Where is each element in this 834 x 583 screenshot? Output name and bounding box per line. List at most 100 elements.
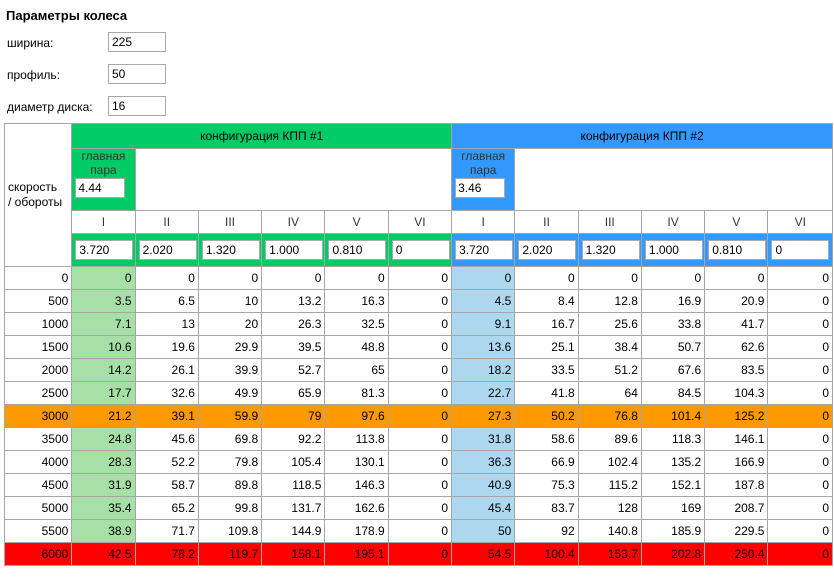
config2-speed-cell: 33.8 [640,312,706,336]
config2-speed-cell: 152.1 [640,473,706,497]
config1-speed-cell: 52.2 [134,450,199,474]
config2-speed-cell: 0 [767,358,833,382]
config1-speed-cell: 0 [387,266,453,290]
config1-speed-cell: 0 [387,404,453,428]
config1-speed-cell: 45.6 [134,427,199,451]
config1-speed-cell: 38.9 [71,519,136,543]
config2-gear-label: I [451,210,516,234]
config1-speed-cell: 79.8 [197,450,263,474]
config1-speed-cell: 10.6 [71,335,136,359]
config2-speed-cell: 36.3 [451,450,516,474]
config1-gear-ratio-input[interactable] [391,240,450,260]
config2-speed-cell: 38.4 [577,335,642,359]
config1-gear-label: II [134,210,199,234]
config1-speed-cell: 32.5 [324,312,389,336]
config1-header: конфигурация КПП #1 [71,123,453,149]
width-input[interactable] [108,32,166,52]
config1-speed-cell: 65 [324,358,389,382]
config1-main-pair-input[interactable] [75,178,126,198]
config1-speed-cell: 19.6 [134,335,199,359]
table-row: 6000 42.5 78.2 119.7 158.1 195.1 0 54.5 100.4 153… [3,542,833,566]
config2-blank [514,148,833,211]
config2-speed-cell: 13.6 [451,335,516,359]
rim-diameter-input[interactable] [108,96,166,116]
config2-speed-cell: 0 [767,335,833,359]
config1-speed-cell: 109.8 [197,519,263,543]
config1-gear-label: III [197,210,263,234]
config2-speed-cell: 75.3 [514,473,579,497]
config1-speed-cell: 97.6 [324,404,389,428]
config2-speed-cell: 45.4 [451,496,516,520]
config1-speed-cell: 17.7 [71,381,136,405]
config2-speed-cell: 50.2 [514,404,579,428]
config2-speed-cell: 115.2 [577,473,642,497]
config2-speed-cell: 250.4 [704,542,769,566]
config1-speed-cell: 195.1 [324,542,389,566]
config1-gear-label: V [324,210,389,234]
config1-speed-cell: 0 [134,266,199,290]
config1-speed-cell: 0 [387,542,453,566]
config2-gear-label: V [704,210,769,234]
config1-speed-cell: 144.9 [261,519,326,543]
config1-gear-ratio-input[interactable] [265,240,324,260]
config1-speed-cell: 58.7 [134,473,199,497]
config1-gear-ratio-input[interactable] [328,240,387,260]
config1-speed-cell: 48.8 [324,335,389,359]
config2-speed-cell: 16.9 [640,289,706,313]
config1-speed-cell: 78.2 [134,542,199,566]
config1-gear-ratio-input[interactable] [138,240,197,260]
config2-gear-label: VI [767,210,833,234]
config2-gear-ratio-input[interactable] [708,240,767,260]
config1-speed-cell: 99.8 [197,496,263,520]
table-row: 3000 21.2 39.1 59.9 79 97.6 0 27.3 50.2 76.8 101.4… [3,404,833,428]
config2-ratio-cell [577,233,642,267]
config2-speed-cell: 51.2 [577,358,642,382]
config2-speed-cell: 66.9 [514,450,579,474]
config2-gear-ratio-input[interactable] [644,240,703,260]
config2-ratio-cell [704,233,769,267]
config2-speed-cell: 27.3 [451,404,516,428]
config2-speed-cell: 76.8 [577,404,642,428]
config1-speed-cell: 0 [387,473,453,497]
config2-main-pair-input[interactable] [455,178,506,198]
config2-speed-cell: 25.1 [514,335,579,359]
config2-speed-cell: 187.8 [704,473,769,497]
config1-speed-cell: 0 [387,358,453,382]
config1-speed-cell: 158.1 [261,542,326,566]
speed-table: скорость / обороты конфигурация КПП #1 к… [3,123,833,566]
width-label: ширина: [7,36,54,50]
rpm-cell: 5500 [3,519,73,543]
config1-speed-cell: 118.5 [261,473,326,497]
config2-gear-ratio-input[interactable] [518,240,577,260]
config1-blank [134,148,453,211]
rpm-cell: 6000 [3,542,73,566]
rpm-cell: 2500 [3,381,73,405]
config2-speed-cell: 0 [767,312,833,336]
config2-speed-cell: 0 [767,473,833,497]
config2-gear-ratio-input[interactable] [581,240,640,260]
config1-speed-cell: 130.1 [324,450,389,474]
config1-speed-cell: 0 [261,266,326,290]
config2-gear-label: II [514,210,579,234]
config1-gear-ratio-input[interactable] [75,240,134,260]
config2-gear-ratio-input[interactable] [455,240,514,260]
config2-speed-cell: 9.1 [451,312,516,336]
config2-gear-ratio-input[interactable] [771,240,830,260]
config1-gear-ratio-input[interactable] [201,240,260,260]
config1-speed-cell: 81.3 [324,381,389,405]
rpm-cell: 3500 [3,427,73,451]
config1-speed-cell: 0 [387,335,453,359]
config2-speed-cell: 54.5 [451,542,516,566]
config2-ratio-cell [767,233,833,267]
config1-speed-cell: 24.8 [71,427,136,451]
config1-speed-cell: 3.5 [71,289,136,313]
config1-speed-cell: 28.3 [71,450,136,474]
config1-speed-cell: 0 [387,289,453,313]
config2-speed-cell: 128 [577,496,642,520]
wheel-params-title: Параметры колеса [6,8,128,23]
profile-input[interactable] [108,64,166,84]
table-row: 1000 7.1 13 20 26.3 32.5 0 9.1 16.7 25.6 33.8 41.7 0 [3,312,833,336]
rim-diameter-label: диаметр диска: [7,100,93,114]
config2-speed-cell: 50 [451,519,516,543]
config1-speed-cell: 65.2 [134,496,199,520]
